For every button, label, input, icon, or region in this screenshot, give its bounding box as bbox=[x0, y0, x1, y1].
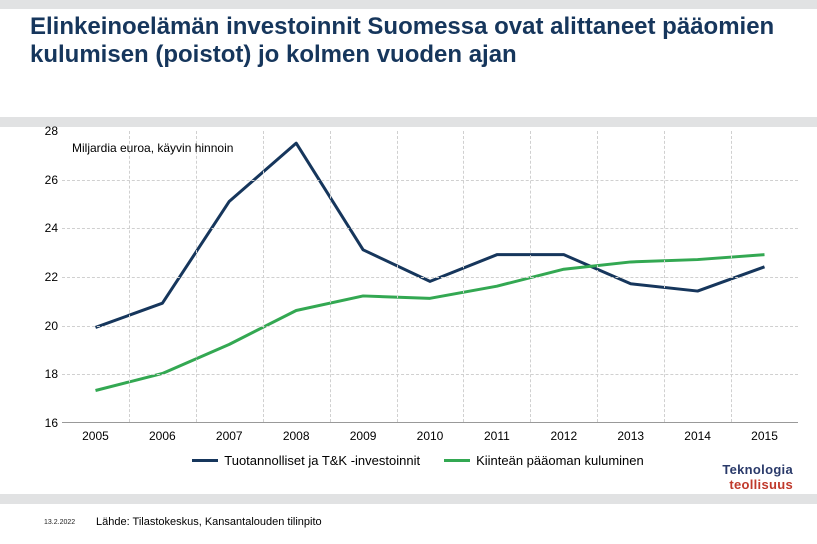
gridline-h bbox=[62, 228, 798, 229]
y-axis-label: 18 bbox=[36, 367, 58, 381]
chart: Miljardia euroa, käyvin hinnoin 16 18 20 22… bbox=[38, 131, 798, 489]
footer-date: 13.2.2022 bbox=[44, 519, 75, 526]
x-axis-label: 2015 bbox=[751, 429, 778, 443]
x-axis-label: 2014 bbox=[684, 429, 711, 443]
plot-area: Miljardia euroa, käyvin hinnoin 16182022… bbox=[62, 131, 798, 423]
x-axis-label: 2009 bbox=[350, 429, 377, 443]
gridline-v bbox=[664, 131, 665, 422]
x-axis-label: 2005 bbox=[82, 429, 109, 443]
chart-legend: Tuotannolliset ja T&K -investoinnit Kiint… bbox=[38, 453, 798, 468]
gridline-h bbox=[62, 180, 798, 181]
gridline-h bbox=[62, 326, 798, 327]
y-axis-label: 16 bbox=[36, 416, 58, 430]
gridline-h bbox=[62, 277, 798, 278]
title-band: Elinkeinoelämän investoinnit Suomessa ov… bbox=[0, 9, 817, 117]
gridline-v bbox=[263, 131, 264, 422]
x-axis-label: 2012 bbox=[550, 429, 577, 443]
brand-line-2: teollisuus bbox=[722, 477, 793, 492]
legend-label: Kiinteän pääoman kuluminen bbox=[476, 453, 644, 468]
chart-band: Miljardia euroa, käyvin hinnoin 16 18 20 22… bbox=[0, 127, 817, 494]
x-axis-label: 2006 bbox=[149, 429, 176, 443]
gridline-v bbox=[330, 131, 331, 422]
legend-swatch bbox=[192, 459, 218, 462]
slide-root: Elinkeinoelämän investoinnit Suomessa ov… bbox=[0, 0, 817, 544]
y-axis-label: 22 bbox=[36, 270, 58, 284]
gridline-v bbox=[196, 131, 197, 422]
gridline-v bbox=[731, 131, 732, 422]
brand-logo: Teknologia teollisuus bbox=[722, 462, 793, 492]
legend-item: Tuotannolliset ja T&K -investoinnit bbox=[192, 453, 420, 468]
page-title: Elinkeinoelämän investoinnit Suomessa ov… bbox=[30, 13, 790, 68]
brand-line-1: Teknologia bbox=[722, 462, 793, 477]
x-axis-label: 2008 bbox=[283, 429, 310, 443]
chart-subtitle: Miljardia euroa, käyvin hinnoin bbox=[72, 141, 233, 155]
legend-label: Tuotannolliset ja T&K -investoinnit bbox=[224, 453, 420, 468]
footer-source: Lähde: Tilastokeskus, Kansantalouden til… bbox=[96, 516, 322, 528]
gridline-v bbox=[597, 131, 598, 422]
plot: Miljardia euroa, käyvin hinnoin 16 18 20 22… bbox=[38, 131, 798, 451]
gridline-v bbox=[397, 131, 398, 422]
x-axis-label: 2010 bbox=[417, 429, 444, 443]
gridline-v bbox=[463, 131, 464, 422]
x-axis-label: 2007 bbox=[216, 429, 243, 443]
y-axis-label: 20 bbox=[36, 319, 58, 333]
gridline-v bbox=[530, 131, 531, 422]
legend-item: Kiinteän pääoman kuluminen bbox=[444, 453, 644, 468]
legend-swatch bbox=[444, 459, 470, 462]
y-axis-label: 26 bbox=[36, 173, 58, 187]
y-axis-label: 28 bbox=[36, 124, 58, 138]
x-axis-label: 2011 bbox=[484, 429, 510, 443]
footer-band: 13.2.2022 Lähde: Tilastokeskus, Kansanta… bbox=[0, 504, 817, 544]
gridline-v bbox=[129, 131, 130, 422]
x-axis-label: 2013 bbox=[617, 429, 644, 443]
gridline-h bbox=[62, 374, 798, 375]
y-axis-label: 24 bbox=[36, 221, 58, 235]
